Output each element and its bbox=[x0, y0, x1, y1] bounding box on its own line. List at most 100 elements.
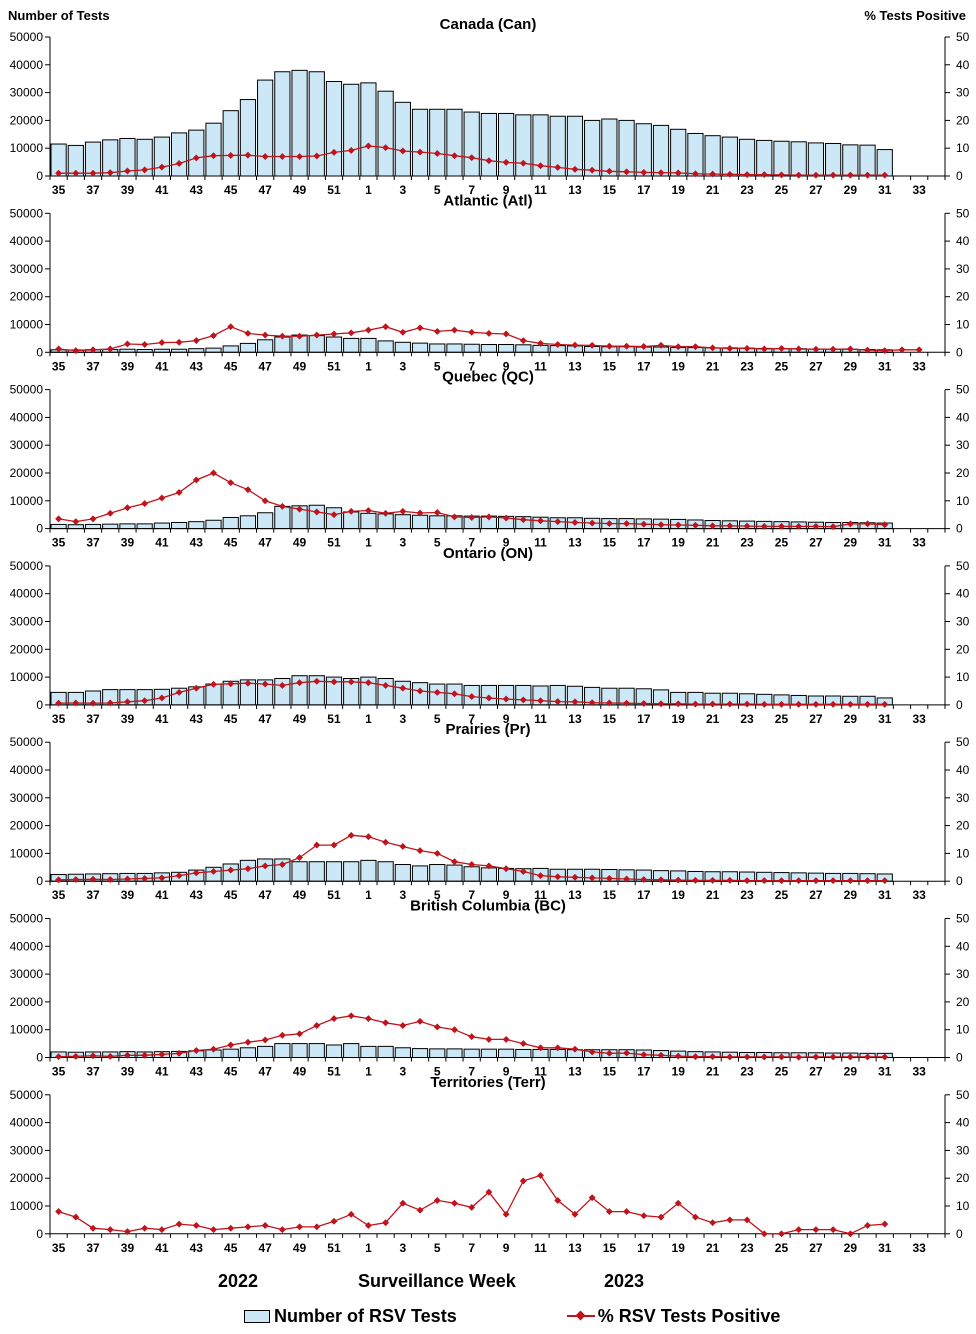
pct-positive-point bbox=[450, 1199, 459, 1207]
x-tick-label: 7 bbox=[468, 359, 475, 373]
x-tick-label: 39 bbox=[121, 1065, 135, 1079]
x-tick-label: 33 bbox=[913, 1065, 927, 1079]
left-tick-label: 10000 bbox=[10, 846, 44, 860]
right-tick-label: 40 bbox=[956, 763, 970, 777]
pct-positive-point bbox=[623, 342, 631, 350]
pct-positive-point bbox=[605, 520, 613, 528]
pct-positive-point bbox=[416, 687, 424, 695]
x-tick-label: 25 bbox=[775, 1065, 789, 1079]
pct-positive-point bbox=[657, 700, 665, 708]
x-tick-label: 9 bbox=[503, 888, 510, 902]
pct-positive-point bbox=[691, 700, 699, 708]
x-tick-label: 23 bbox=[740, 888, 754, 902]
left-tick-label: 0 bbox=[36, 522, 43, 536]
pct-positive-point bbox=[416, 509, 424, 517]
pct-positive-point bbox=[313, 1223, 321, 1231]
pct-positive-point bbox=[313, 841, 321, 849]
pct-positive-point bbox=[106, 345, 114, 353]
tests-bar bbox=[825, 142, 842, 177]
chart-title: Canada (Can) bbox=[440, 16, 537, 33]
x-tick-label: 37 bbox=[86, 536, 100, 550]
x-tick-label: 15 bbox=[603, 712, 617, 726]
x-tick-label: 35 bbox=[52, 1241, 66, 1255]
pct-positive-point bbox=[55, 699, 63, 707]
x-tick-label: 23 bbox=[740, 712, 754, 726]
pct-positive-point bbox=[72, 347, 80, 355]
x-tick-label: 19 bbox=[672, 536, 686, 550]
tests-bar bbox=[411, 865, 429, 882]
pct-positive-point bbox=[55, 515, 63, 523]
pct-positive-point bbox=[141, 1051, 149, 1059]
left-tick-label: 20000 bbox=[10, 642, 44, 656]
pct-positive-point bbox=[554, 1196, 562, 1204]
pct-positive-point bbox=[881, 1053, 889, 1061]
pct-positive-point bbox=[123, 167, 132, 175]
right-tick-label: 30 bbox=[956, 438, 970, 452]
x-tick-label: 21 bbox=[706, 888, 720, 902]
x-tick-label: 9 bbox=[503, 183, 510, 197]
pct-positive-point bbox=[795, 700, 803, 708]
x-tick-label: 15 bbox=[603, 536, 617, 550]
pct-positive-point bbox=[519, 1177, 527, 1185]
chart-panel-3: Quebec (QC) 0 10000 20000 30000 40000 50000 0 10… bbox=[10, 369, 970, 550]
x-tick-label: 17 bbox=[637, 359, 651, 373]
pct-positive-point bbox=[657, 876, 665, 884]
pct-positive-point bbox=[915, 346, 923, 354]
left-tick-label: 0 bbox=[36, 874, 43, 888]
x-tick-label: 39 bbox=[121, 712, 135, 726]
tests-bar bbox=[50, 523, 67, 530]
chart-title: Territories (Terr) bbox=[430, 1074, 545, 1091]
right-tick-label: 50 bbox=[956, 1088, 970, 1102]
pct-positive-point bbox=[433, 1023, 441, 1031]
left-tick-label: 10000 bbox=[10, 1023, 44, 1037]
pct-positive-point bbox=[829, 345, 837, 353]
pct-positive-point bbox=[657, 1051, 665, 1059]
pct-positive-point bbox=[571, 518, 579, 527]
pct-positive-point bbox=[571, 165, 579, 173]
pct-positive-point bbox=[588, 341, 596, 349]
x-tick-label: 5 bbox=[434, 888, 441, 902]
x-tick-label: 51 bbox=[327, 359, 341, 373]
pct-positive-point bbox=[485, 1188, 493, 1196]
pct-positive-point bbox=[640, 342, 648, 351]
legend-item-positive: % RSV Tests Positive bbox=[457, 1305, 781, 1327]
pct-positive-point bbox=[330, 148, 338, 156]
right-tick-label: 20 bbox=[956, 642, 970, 656]
chart-panel-4: Ontario (ON) 0 10000 20000 30000 40000 50000 0 1… bbox=[10, 545, 970, 726]
legend-positive-label: % RSV Tests Positive bbox=[597, 1305, 781, 1326]
pct-positive-point bbox=[141, 1224, 149, 1232]
pct-positive-point bbox=[123, 1051, 132, 1059]
tests-bar bbox=[498, 1048, 515, 1059]
x-tick-label: 9 bbox=[503, 1065, 510, 1079]
pct-positive-point bbox=[296, 505, 304, 513]
pct-positive-point bbox=[674, 876, 682, 884]
pct-positive-point bbox=[209, 469, 218, 477]
x-tick-label: 47 bbox=[258, 888, 272, 902]
right-tick-label: 10 bbox=[956, 494, 970, 508]
pct-positive-point bbox=[192, 476, 200, 484]
pct-positive-point bbox=[296, 332, 304, 340]
left-tick-label: 50000 bbox=[10, 912, 44, 926]
left-tick-label: 50000 bbox=[10, 735, 44, 749]
x-tick-label: 47 bbox=[258, 712, 272, 726]
x-tick-label: 15 bbox=[603, 183, 617, 197]
pct-positive-point bbox=[812, 877, 820, 885]
right-tick-label: 50 bbox=[956, 383, 970, 397]
x-tick-label: 5 bbox=[434, 1065, 441, 1079]
chart-title: British Columbia (BC) bbox=[410, 898, 566, 915]
pct-positive-point bbox=[244, 329, 252, 337]
x-tick-label: 27 bbox=[809, 1065, 823, 1079]
pct-positive-point bbox=[450, 152, 459, 160]
pct-positive-point bbox=[399, 1199, 407, 1207]
pct-positive-point bbox=[72, 169, 80, 177]
pct-positive-point bbox=[743, 344, 751, 352]
right-tick-label: 20 bbox=[956, 113, 970, 127]
left-tick-label: 30000 bbox=[10, 438, 44, 452]
pct-positive-point bbox=[863, 1053, 872, 1061]
pct-positive-point bbox=[89, 515, 97, 523]
tests-bar bbox=[515, 344, 532, 353]
left-tick-label: 0 bbox=[36, 698, 43, 712]
pct-positive-point bbox=[829, 700, 837, 708]
pct-positive-point bbox=[399, 684, 407, 692]
pct-positive-point bbox=[726, 1216, 734, 1224]
